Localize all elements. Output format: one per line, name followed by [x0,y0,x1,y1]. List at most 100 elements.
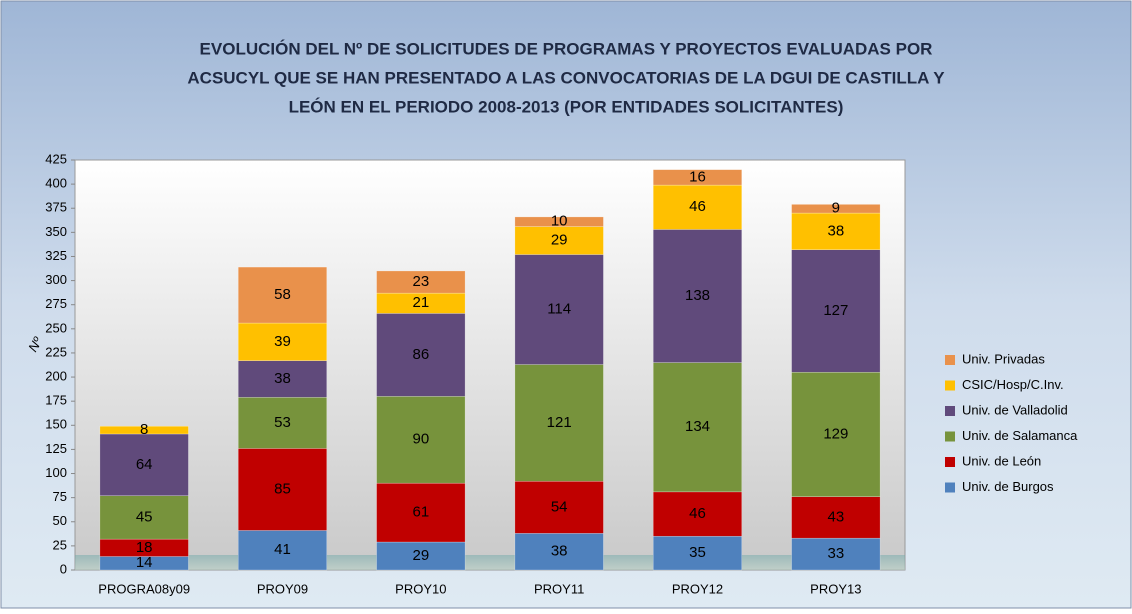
x-tick-label: PROY13 [810,581,861,596]
bar-segment [514,480,604,534]
bar-segment [652,229,743,363]
data-label: 38 [551,543,568,560]
legend-swatch [945,482,955,493]
legend-label: Univ. de León [962,453,1041,468]
x-tick-label: PROY10 [395,581,446,596]
bar-segment [376,313,466,397]
bar-segment [237,530,328,571]
data-label: 134 [685,418,710,435]
bar-segment [514,226,604,255]
y-tick-label: 375 [45,200,67,215]
bar-segment [514,533,604,571]
data-label: 46 [689,505,706,522]
x-tick-label: PROY12 [672,581,723,596]
plot-floor [75,555,905,570]
x-tick-label: PROY11 [534,581,584,596]
bar-segment [514,254,604,365]
data-label: 29 [412,547,429,564]
data-label: 39 [274,333,291,350]
plot-area [74,159,906,571]
y-tick-label: 125 [45,441,67,456]
data-label: 45 [136,508,153,525]
data-label: 33 [827,545,844,562]
legend-swatch [945,406,955,416]
bar-segment [652,491,743,537]
data-label: 114 [547,300,571,317]
x-tick-label: PROGRA08y09 [98,581,190,596]
y-tick-label: 275 [45,296,67,311]
bar-segment [652,362,743,493]
data-label: 85 [274,480,291,497]
legend-swatch [945,380,955,391]
data-label: 64 [136,456,153,473]
bar-segment [376,270,466,294]
data-label: 16 [689,168,706,185]
data-label: 38 [274,370,291,387]
bar-segment [652,184,743,230]
legend-swatch [945,457,955,467]
legend-label: Univ. de Valladolid [962,402,1068,417]
bar-segment [237,360,328,398]
data-label: 138 [685,287,710,304]
bar-segment [791,537,881,571]
y-tick-label: 175 [45,393,67,408]
data-label: 35 [689,544,706,561]
data-label: 127 [823,302,848,319]
data-label: 9 [832,200,840,217]
data-label: 53 [274,414,291,431]
bar-segment [791,371,881,497]
bar-segment [99,495,189,540]
y-tick-label: 25 [53,537,67,552]
bar-segment [791,212,881,250]
data-label: 90 [412,431,429,448]
data-label: 86 [412,346,429,363]
y-tick-label: 350 [45,224,67,239]
y-tick-label: 75 [53,489,67,504]
y-tick-label: 50 [53,513,67,528]
y-tick-label: 150 [45,417,67,432]
y-tick-label: 425 [45,151,67,166]
bar-segment [652,169,743,186]
legend-label: CSIC/Hosp/C.Inv. [962,377,1064,392]
y-tick-label: 0 [60,561,67,576]
y-tick-label: 225 [45,344,67,359]
bar-segment [237,266,328,324]
bar-segment [237,397,328,449]
data-label: 54 [551,498,568,515]
bar-segment [376,396,466,484]
chart-title: ACSUCYL QUE SE HAN PRESENTADO A LAS CONV… [187,68,945,87]
data-label: 58 [274,286,291,303]
bar-segment [514,364,604,482]
data-label: 61 [412,504,429,521]
data-label: 23 [412,273,429,290]
data-label: 38 [827,222,844,239]
y-tick-label: 400 [45,176,67,191]
x-tick-label: PROY09 [257,581,308,596]
bar-segment [99,433,189,496]
bar-segment [791,204,881,214]
chart-title: EVOLUCIÓN DEL Nº DE SOLICITUDES DE PROGR… [200,39,933,58]
legend-label: Univ. Privadas [962,351,1045,366]
y-tick-label: 250 [45,320,67,335]
bar-segment [237,322,328,361]
data-label: 41 [274,541,291,558]
bar-segment [99,426,189,435]
bar-segment [791,496,881,539]
data-label: 8 [140,421,148,438]
data-label: 46 [689,198,706,215]
bar-segment [237,448,328,531]
y-tick-label: 200 [45,368,67,383]
bar-segment [514,216,604,227]
data-label: 129 [823,425,848,442]
data-label: 21 [412,294,429,311]
legend-swatch [945,431,955,442]
data-label: 121 [547,414,572,431]
data-label: 10 [551,213,568,230]
data-label: 43 [827,508,844,525]
bar-segment [791,249,881,373]
legend-swatch [945,355,955,365]
data-label: 18 [136,539,153,556]
y-tick-label: 325 [45,248,67,263]
y-tick-label: 300 [45,272,67,287]
